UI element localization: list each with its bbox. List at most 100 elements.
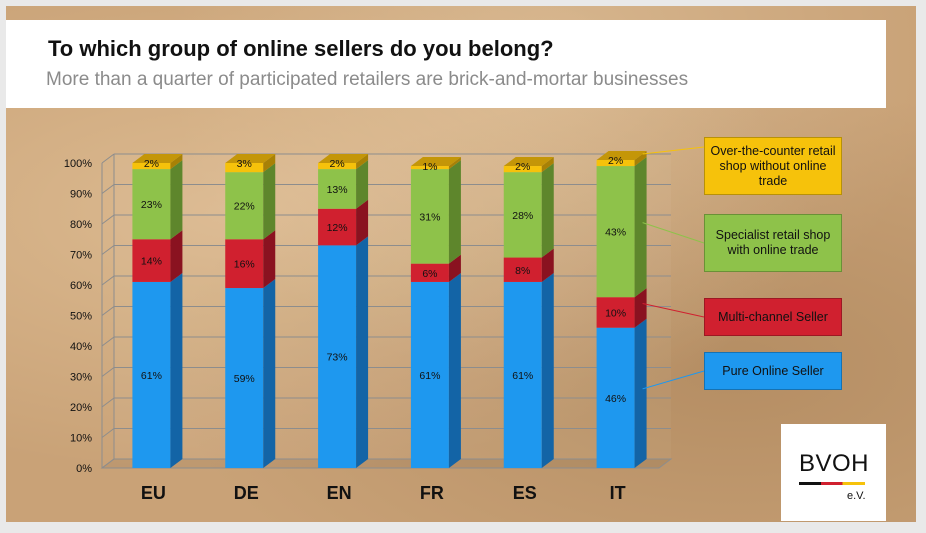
data-label: 1%: [422, 161, 437, 173]
data-label: 12%: [327, 222, 348, 234]
chart: 0% 10% 20% 30% 40% 50% 60% 70% 80% 90% 100% 61% 14% 2…: [64, 146, 705, 503]
bvoh-logo: BVOH e.V.: [781, 424, 886, 521]
data-label: 23%: [141, 199, 162, 211]
legend-connector-multichannel: [642, 302, 705, 318]
y-tick-label: 10%: [70, 433, 92, 445]
data-label: 10%: [605, 307, 626, 319]
legend-connector-counter: [642, 146, 705, 155]
data-label: 73%: [327, 352, 348, 364]
gridline-side: [101, 245, 115, 255]
bar-segment-side: [356, 199, 369, 246]
bar-segment: [225, 163, 264, 173]
bar-top: [132, 154, 183, 163]
bar-segment: [596, 159, 635, 167]
bar-segment-side: [634, 157, 647, 298]
chart-title: To which group of online sellers do you …: [48, 36, 554, 61]
bar-top: [596, 150, 647, 160]
data-label: 3%: [237, 158, 252, 170]
legend-connector-specialist: [642, 222, 705, 244]
bar-segment-side: [263, 163, 276, 240]
bar-segment: [225, 172, 264, 240]
gridline-side: [101, 428, 115, 438]
legend-connector-pure-online: [642, 370, 705, 390]
bar-segment: [503, 172, 542, 258]
bar-segment: [596, 297, 635, 328]
bar-segment: [503, 166, 542, 173]
bar-segment-side: [448, 254, 461, 282]
gridline-side: [101, 336, 115, 347]
bar-segment: [596, 166, 635, 298]
data-label: 61%: [141, 370, 162, 382]
data-label: 8%: [515, 265, 530, 277]
chart-subtitle: More than a quarter of participated reta…: [46, 69, 689, 90]
bar-segment-side: [634, 318, 647, 468]
x-category-label: EU: [141, 483, 166, 503]
x-category-label: DE: [234, 483, 259, 503]
bar-segment-side: [263, 279, 276, 468]
gridline-side: [101, 214, 115, 225]
bar-segment: [318, 169, 357, 209]
bar-segment-side: [170, 230, 183, 282]
bar-top: [318, 154, 369, 163]
bar-segment-side: [634, 150, 647, 167]
data-label: 2%: [608, 155, 623, 167]
chart-floor: [100, 458, 673, 469]
bar-segment: [503, 281, 542, 468]
data-label: 16%: [234, 259, 255, 271]
bar-segment: [318, 208, 357, 246]
bar-segment: [225, 239, 264, 289]
bar-segment-side: [634, 288, 647, 328]
y-tick-label: 80%: [70, 219, 92, 231]
data-label: 28%: [512, 210, 533, 222]
data-label: 43%: [605, 227, 626, 239]
data-label: 59%: [234, 373, 255, 385]
data-label: 61%: [512, 370, 533, 382]
x-category-label: IT: [610, 483, 626, 503]
bar-segment-side: [356, 160, 369, 209]
bar-segment-side: [541, 272, 554, 468]
bar-top: [225, 154, 276, 163]
y-tick-label: 0%: [76, 463, 92, 475]
data-label: 61%: [419, 370, 440, 382]
bar-segment: [410, 169, 449, 264]
bar-segment: [318, 245, 357, 468]
bar-segment: [225, 288, 264, 468]
title-box: To which group of online sellers do you …: [6, 20, 886, 108]
y-tick-label: 50%: [70, 311, 92, 323]
data-label: 2%: [329, 158, 344, 170]
bar-segment: [410, 263, 449, 282]
bar-segment-side: [170, 272, 183, 468]
gridline-side: [101, 275, 115, 286]
y-tick-label: 40%: [70, 341, 92, 353]
bar-segment-side: [263, 230, 276, 289]
bar-segment: [132, 163, 171, 170]
logo-stripe: [799, 482, 865, 485]
data-label: 6%: [422, 268, 437, 280]
bar-segment: [132, 169, 171, 240]
bar-top: [410, 157, 461, 167]
legend-entry-pure-online: Pure Online Seller: [704, 352, 842, 390]
y-tick-label: 100%: [64, 158, 92, 170]
bar-segment-side: [541, 248, 554, 282]
bar-segment-side: [263, 154, 276, 173]
bar-segment-side: [170, 160, 183, 240]
bar-segment: [410, 281, 449, 468]
data-label: 13%: [327, 184, 348, 196]
gridline-side: [101, 458, 115, 469]
legend-entry-multichannel: Multi-channel Seller: [704, 298, 842, 336]
data-label: 14%: [141, 256, 162, 268]
legend-entry-specialist: Specialist retail shop with online trade: [704, 214, 842, 272]
slide: To which group of online sellers do you …: [6, 6, 916, 522]
bar-segment-side: [448, 157, 461, 170]
bar-segment-side: [356, 154, 369, 170]
bar-segment-side: [541, 157, 554, 173]
data-label: 2%: [515, 161, 530, 173]
bar-segment-side: [541, 163, 554, 258]
gridline-side: [101, 153, 115, 164]
bar-segment-side: [448, 272, 461, 468]
y-tick-label: 60%: [70, 280, 92, 292]
x-category-label: ES: [513, 483, 537, 503]
data-label: 46%: [605, 393, 626, 405]
y-tick-label: 20%: [70, 402, 92, 414]
gridline-side: [101, 306, 115, 316]
